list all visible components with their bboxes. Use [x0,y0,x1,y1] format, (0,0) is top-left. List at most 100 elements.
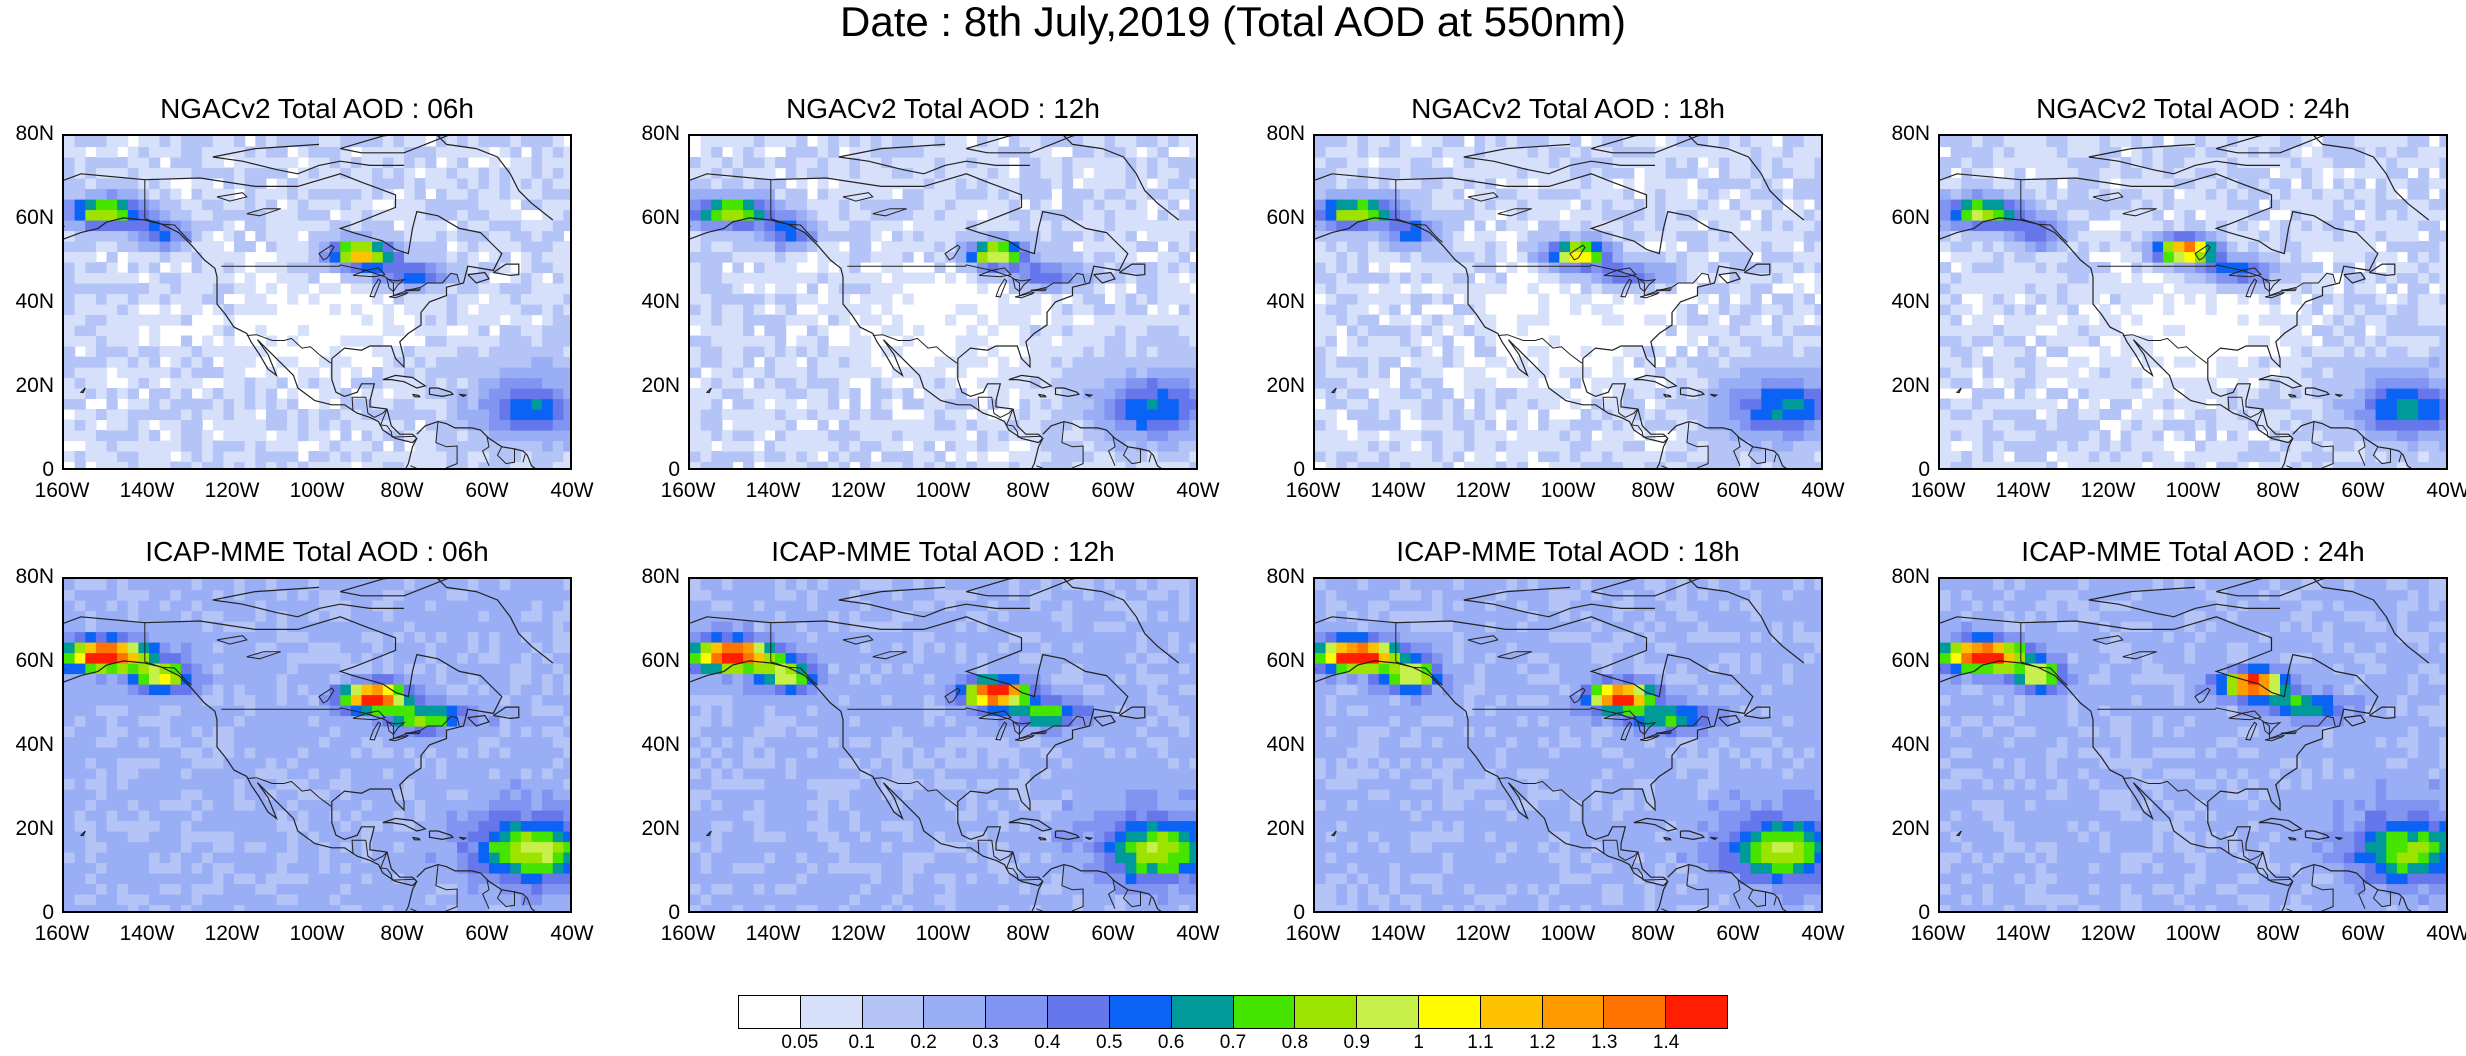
aod-cell [1697,314,1709,326]
aod-cell [106,409,118,421]
aod-cell [212,346,225,358]
aod-cell [2003,283,2016,295]
aod-cell [489,178,501,190]
aod-cell [1104,178,1116,190]
aod-cell [998,188,1010,200]
aod-cell [1538,356,1550,368]
aod-cell [1061,409,1074,421]
aod-cell [2216,251,2228,263]
aod-cell [2099,241,2111,253]
aod-cell [1516,146,1529,158]
map-outline [690,173,1129,444]
aod-cell [2025,440,2037,452]
aod-cell [95,272,108,284]
aod-cell [828,314,840,326]
aod-cell [244,346,256,358]
aod-cell [478,209,490,221]
aod-cell [499,419,511,431]
aod-cell [1453,167,1465,179]
aod-cell [2280,367,2292,379]
aod-cell [1083,188,1095,200]
aod-cell [85,251,97,263]
aod-cell [2046,157,2058,169]
aod-cell [1665,220,1677,232]
aod-cell [732,304,744,316]
aod-cell [1793,388,1805,400]
aod-cell [2269,136,2281,148]
aod-cell [1083,304,1095,316]
aod-cell [85,409,97,421]
aod-cell [1421,272,1433,284]
aod-cell [998,220,1010,232]
aod-cell [319,167,331,179]
aod-cell [1814,346,1821,358]
aod-cell [891,262,904,274]
aod-cell [2195,241,2207,253]
aod-cell [1325,388,1337,400]
aod-cell [2131,293,2143,305]
aod-cell [64,272,76,284]
aod-cell [1761,272,1773,284]
aod-cell [966,356,978,368]
aod-cell [1421,440,1433,452]
aod-cell [881,157,893,169]
aod-cell [945,377,957,389]
aod-cell [393,199,405,211]
aod-cell [796,188,808,200]
aod-cell [785,230,797,242]
aod-cell [457,220,469,232]
aod-cell [1336,461,1348,468]
aod-cell [1051,241,1063,253]
aod-cell [976,251,989,263]
aod-cell [265,388,278,400]
aod-cell [74,419,86,431]
aod-cell [785,314,797,326]
aod-cell [552,199,565,211]
aod-cell [223,262,235,274]
aod-cell [1061,440,1074,452]
aod-cell [1453,314,1465,326]
aod-cell [478,241,490,253]
aod-cell [987,346,999,358]
aod-cell [721,356,734,368]
aod-cell [425,367,437,379]
aod-cell [2025,178,2037,190]
aod-cell [1008,262,1021,274]
aod-cell [170,314,182,326]
aod-cell [308,409,320,421]
aod-cell [212,209,225,221]
aod-cell [1982,461,1994,468]
aod-cell [74,146,86,158]
aod-cell [446,367,458,379]
aod-cell [1093,220,1106,232]
aod-cell [1814,283,1821,295]
aod-cell [170,146,182,158]
aod-cell [467,209,480,221]
aod-cell [1421,146,1433,158]
aod-cell [976,136,989,148]
aod-cell [700,230,712,242]
aod-cell [828,146,840,158]
aod-cell [1410,461,1422,468]
aod-cell [743,304,755,316]
aod-cell [2237,419,2249,431]
aod-cell [732,440,744,452]
aod-cell [753,346,766,358]
aod-cell [1655,283,1667,295]
lat-tick-label: 20N [15,374,54,397]
aod-cell [1961,230,1973,242]
aod-cell [1940,272,1952,284]
aod-cell [870,461,882,468]
aod-cell [446,230,458,242]
aod-cell [2014,314,2026,326]
aod-cell [1782,220,1794,232]
aod-cell [1410,283,1422,295]
aod-cell [2258,314,2271,326]
aod-cell [340,409,352,421]
aod-cell [149,377,161,389]
aod-cell [2131,188,2143,200]
aod-cell [1157,199,1169,211]
aod-cell [127,167,140,179]
aod-cell [1346,188,1359,200]
aod-cell [987,199,999,211]
